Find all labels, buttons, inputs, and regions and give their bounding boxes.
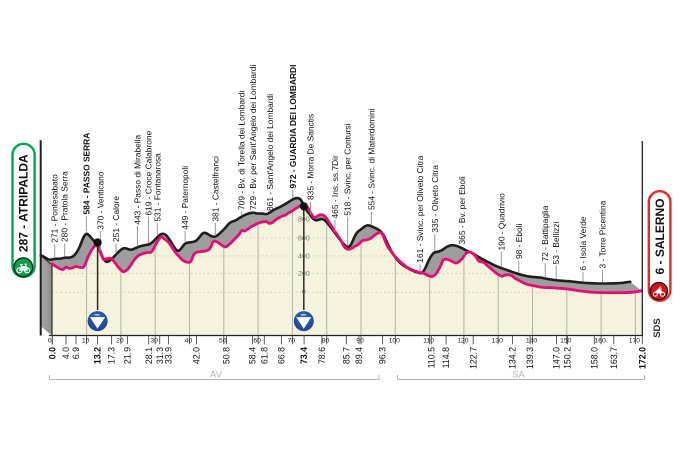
svg-text:110: 110	[423, 338, 434, 345]
svg-text:271 - Pontesabato: 271 - Pontesabato	[50, 174, 60, 243]
svg-text:73.4: 73.4	[299, 347, 309, 364]
svg-text:SA: SA	[512, 369, 525, 380]
svg-text:531 - Fontanarosa: 531 - Fontanarosa	[152, 153, 162, 222]
svg-text:619 - Croce Calabrone: 619 - Croce Calabrone	[143, 130, 153, 215]
svg-text:33.9: 33.9	[164, 347, 174, 364]
svg-text:400: 400	[298, 253, 310, 260]
svg-text:61.8: 61.8	[259, 347, 269, 364]
svg-text:42.0: 42.0	[192, 347, 202, 364]
svg-text:89.4: 89.4	[354, 347, 364, 364]
svg-text:70: 70	[288, 338, 296, 345]
svg-text:150.2: 150.2	[563, 347, 573, 369]
svg-text:0: 0	[48, 338, 52, 345]
svg-text:335 - Oliveto Citra: 335 - Oliveto Citra	[430, 165, 440, 233]
svg-text:90: 90	[356, 338, 364, 345]
svg-text:50: 50	[219, 338, 227, 345]
svg-text:6.9: 6.9	[71, 347, 81, 359]
svg-text:972 - GUARDIA DEI LOMBARDI: 972 - GUARDIA DEI LOMBARDI	[288, 65, 298, 189]
svg-text:10: 10	[82, 338, 90, 345]
svg-text:31.3: 31.3	[155, 347, 165, 364]
svg-text:13.2: 13.2	[93, 347, 103, 364]
svg-text:140: 140	[526, 338, 538, 345]
svg-text:60: 60	[253, 338, 261, 345]
svg-text:40: 40	[185, 338, 193, 345]
svg-text:3 - Torre Picentina: 3 - Torre Picentina	[598, 200, 608, 268]
svg-text:58.4: 58.4	[248, 347, 258, 364]
svg-text:134.2: 134.2	[508, 347, 518, 369]
svg-text:443 - Passo di Mirabella: 443 - Passo di Mirabella	[132, 135, 142, 225]
svg-text:518 - Svinc. per Contursi: 518 - Svinc. per Contursi	[343, 123, 353, 215]
svg-text:365 - Bv. per Eboli: 365 - Bv. per Eboli	[457, 176, 467, 244]
svg-text:729 - Bv. per Sant'Angelo dei: 729 - Bv. per Sant'Angelo dei Lombardi	[248, 65, 258, 210]
svg-text:130: 130	[492, 338, 504, 345]
svg-text:AV: AV	[210, 369, 223, 380]
svg-text:66.8: 66.8	[277, 347, 287, 364]
svg-text:600: 600	[298, 235, 310, 242]
svg-text:122.7: 122.7	[468, 347, 478, 369]
svg-text:98 - Eboli: 98 - Eboli	[514, 223, 524, 259]
svg-text:4.0: 4.0	[61, 347, 71, 359]
svg-text:287 - ATRIPALDA: 287 - ATRIPALDA	[17, 154, 31, 252]
svg-text:800: 800	[298, 217, 310, 224]
svg-text:251 - Calore: 251 - Calore	[111, 196, 121, 242]
svg-text:110.5: 110.5	[426, 347, 436, 368]
svg-text:6 - SALERNO: 6 - SALERNO	[653, 198, 667, 274]
svg-text:96.3: 96.3	[378, 347, 388, 364]
svg-text:861 - Sant'Angelo dei Lombardi: 861 - Sant'Angelo dei Lombardi	[265, 94, 275, 211]
svg-text:709 - Bv. di Torella dei Lomba: 709 - Bv. di Torella dei Lombardi	[236, 91, 246, 210]
svg-text:465 - Ins. ss.7Dir: 465 - Ins. ss.7Dir	[330, 155, 340, 219]
svg-text:30: 30	[150, 338, 158, 345]
svg-text:190 - Quadrivio: 190 - Quadrivio	[496, 193, 506, 251]
svg-text:114.8: 114.8	[441, 347, 451, 368]
svg-text:835 - Morra De Sanctis: 835 - Morra De Sanctis	[306, 114, 316, 200]
svg-text:161 - Svinc. per Oliveto Citra: 161 - Svinc. per Oliveto Citra	[415, 155, 425, 262]
svg-text:449 - Paternopoli: 449 - Paternopoli	[180, 166, 190, 230]
svg-text:120: 120	[457, 338, 469, 345]
svg-text:158.0: 158.0	[589, 347, 599, 369]
svg-text:147.0: 147.0	[552, 347, 562, 369]
svg-text:20: 20	[116, 338, 124, 345]
svg-text:78.6: 78.6	[317, 347, 327, 364]
svg-text:0.0: 0.0	[47, 347, 57, 359]
svg-text:160: 160	[594, 338, 606, 345]
svg-text:100: 100	[389, 338, 401, 345]
svg-text:172.0: 172.0	[637, 347, 647, 369]
svg-text:50.8: 50.8	[222, 347, 232, 364]
svg-text:SDS: SDS	[652, 318, 663, 338]
svg-text:72 - Battipaglia: 72 - Battipaglia	[540, 205, 550, 261]
svg-text:85.7: 85.7	[341, 347, 351, 364]
svg-text:80: 80	[322, 338, 330, 345]
svg-text:584 - PASSO SERRA: 584 - PASSO SERRA	[81, 133, 91, 215]
svg-text:163.7: 163.7	[609, 347, 619, 369]
svg-text:0: 0	[302, 289, 306, 296]
svg-text:370 - Venticano: 370 - Venticano	[95, 171, 105, 230]
svg-text:554 - Svinc. di Materdomini: 554 - Svinc. di Materdomini	[366, 108, 376, 210]
svg-text:381 - Castelfranci: 381 - Castelfranci	[210, 156, 220, 222]
svg-text:139.3: 139.3	[525, 347, 535, 369]
svg-text:6 - Isola Verde: 6 - Isola Verde	[578, 216, 588, 270]
svg-text:53 - Bellizzi: 53 - Bellizzi	[551, 221, 561, 264]
svg-text:170: 170	[629, 338, 641, 345]
svg-text:28.1: 28.1	[144, 347, 154, 364]
svg-text:280 - Pratola Serra: 280 - Pratola Serra	[60, 171, 70, 242]
svg-text:21.9: 21.9	[123, 347, 133, 364]
svg-text:200: 200	[298, 271, 310, 278]
svg-text:150: 150	[560, 338, 572, 345]
svg-text:17.3: 17.3	[107, 347, 117, 364]
